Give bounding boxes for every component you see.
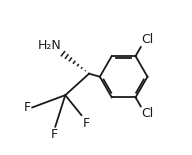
Text: F: F [24, 101, 31, 114]
Text: Cl: Cl [142, 33, 154, 46]
Text: F: F [51, 128, 58, 141]
Text: H₂N: H₂N [38, 39, 62, 52]
Text: Cl: Cl [142, 107, 154, 120]
Text: F: F [83, 117, 90, 130]
